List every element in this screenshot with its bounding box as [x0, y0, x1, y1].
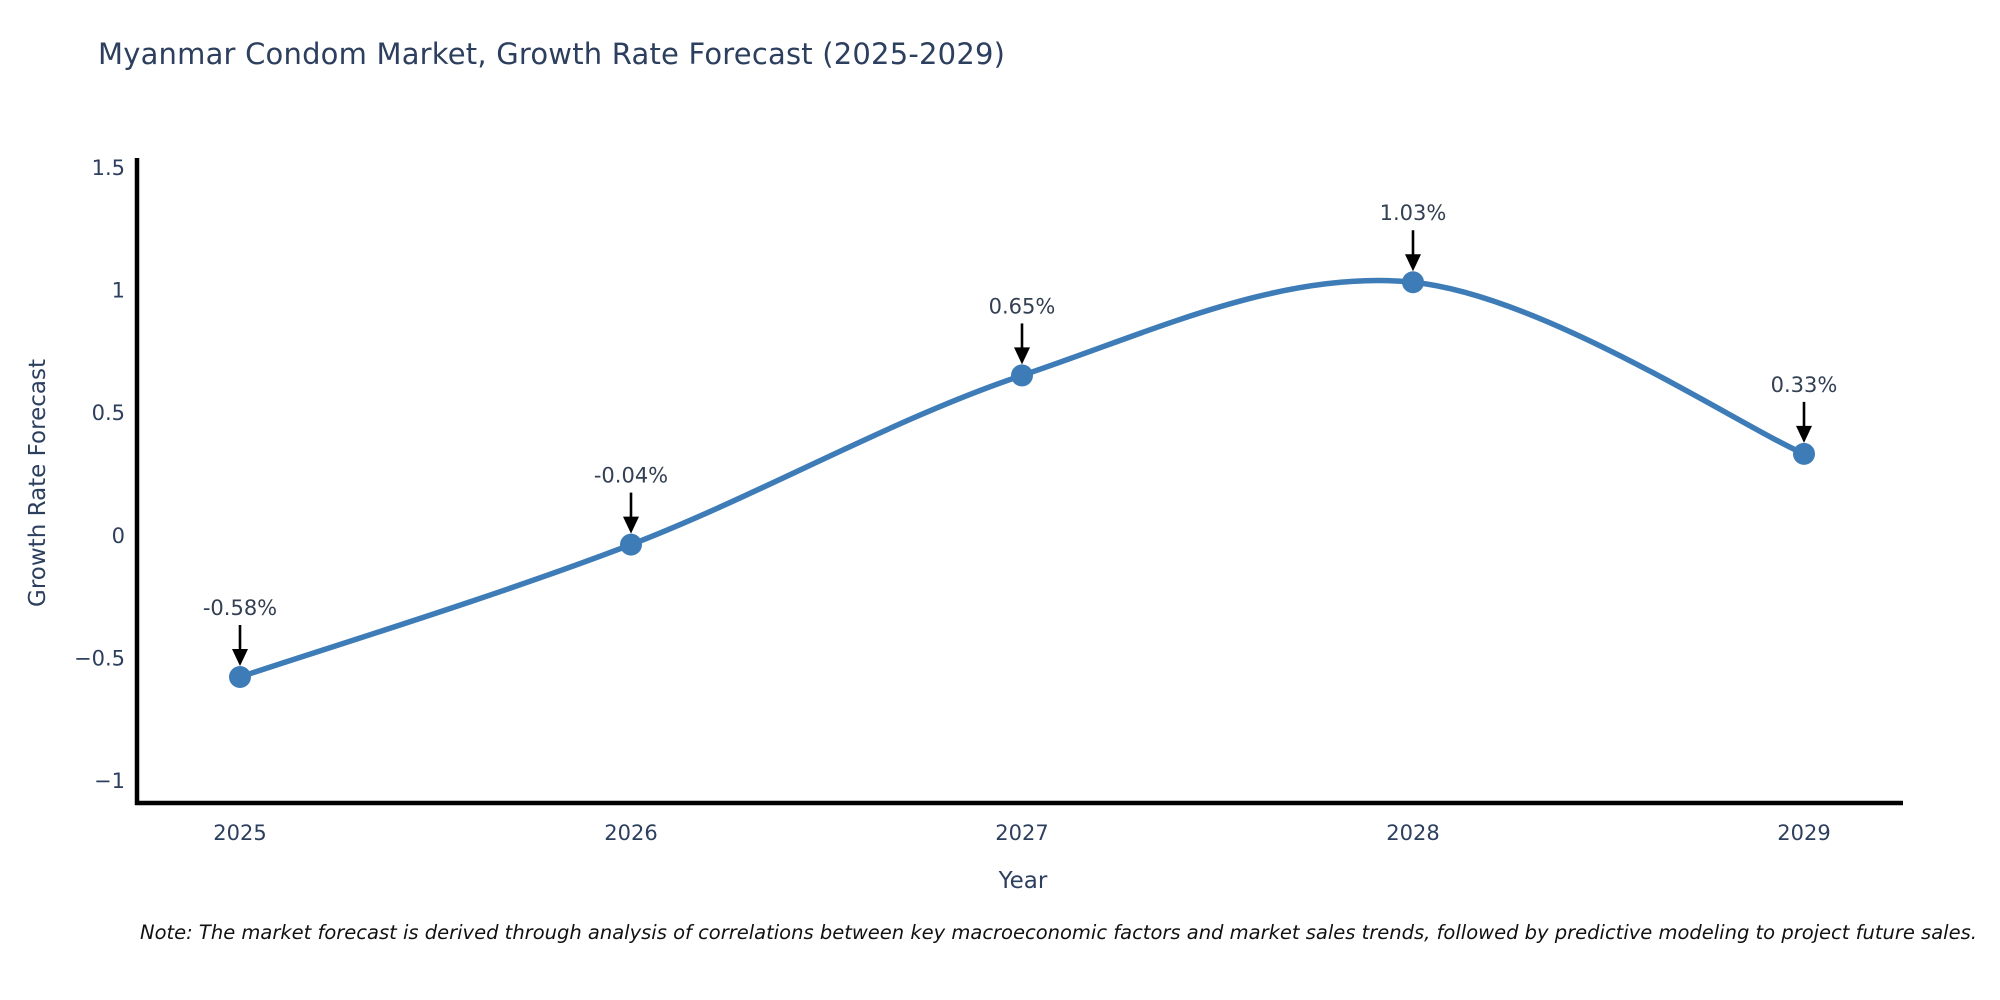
chart-title: Myanmar Condom Market, Growth Rate Forec…: [98, 37, 1006, 71]
point-annotation-label: 0.33%: [1771, 373, 1838, 397]
y-tick-label: 0: [112, 524, 125, 548]
data-point-marker: [1011, 364, 1033, 387]
data-point-marker: [1793, 442, 1815, 465]
annotation-arrow-head: [1014, 347, 1030, 365]
data-point-marker: [620, 533, 642, 556]
annotation-arrow-head: [1405, 254, 1421, 272]
x-tick-label: 2029: [1777, 821, 1830, 845]
point-annotation-label: -0.58%: [203, 596, 277, 620]
annotation-arrow-head: [1796, 425, 1812, 443]
x-tick-label: 2025: [213, 821, 266, 845]
point-annotation-label: 0.65%: [989, 294, 1056, 318]
x-axis-title: Year: [998, 868, 1048, 894]
x-tick-label: 2026: [604, 821, 657, 845]
y-axis-title: Growth Rate Forecast: [25, 359, 51, 607]
y-tick-label: 1.5: [92, 156, 125, 180]
annotation-arrow-head: [623, 516, 639, 534]
footnote: Note: The market forecast is derived thr…: [140, 921, 1977, 944]
annotation-arrow-head: [232, 649, 248, 667]
y-tick-label: 0.5: [92, 401, 125, 425]
data-point-marker: [1402, 271, 1424, 294]
x-tick-label: 2028: [1386, 821, 1439, 845]
y-tick-label: −0.5: [74, 646, 125, 670]
x-tick-label: 2027: [995, 821, 1048, 845]
point-annotation-label: 1.03%: [1380, 201, 1447, 225]
point-annotation-label: -0.04%: [594, 464, 668, 488]
data-point-marker: [229, 666, 251, 689]
y-tick-label: 1: [112, 279, 125, 303]
y-tick-label: −1: [94, 769, 125, 793]
